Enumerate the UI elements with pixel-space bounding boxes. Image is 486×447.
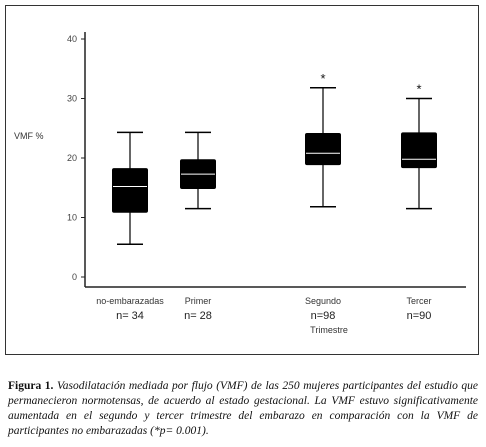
significance-marker: *	[320, 71, 325, 86]
y-tick-label: 20	[67, 153, 77, 163]
box-layer: no-embarazadas n= 34 Primer n= 28 * Segundo n=…	[96, 71, 437, 322]
caption-text: Vasodilatación mediada por flujo (VMF) d…	[8, 380, 478, 437]
y-tick-label: 10	[67, 213, 77, 223]
significance-marker: *	[416, 82, 421, 97]
n-label: n= 34	[116, 310, 144, 322]
n-label: n=98	[311, 310, 336, 322]
box-group: no-embarazadas n= 34	[96, 131, 164, 322]
y-tick-label: 0	[72, 272, 77, 282]
category-label: Segundo	[305, 296, 341, 306]
box-group: * Tercer n=90	[401, 82, 437, 322]
category-label: no-embarazadas	[96, 296, 164, 306]
iqr-box	[305, 133, 341, 166]
n-label: n= 28	[184, 310, 212, 322]
figure-caption: Figura 1. Vasodilatación mediada por flu…	[8, 379, 478, 439]
caption-label: Figura 1.	[8, 380, 54, 392]
box-group: Primer n= 28	[180, 131, 216, 322]
y-axis-label: VMF %	[14, 131, 44, 141]
n-label: n=90	[407, 310, 432, 322]
figure-frame: 0 10 20 30 40 no-embarazadas n= 34 Primer n= 28…	[5, 5, 479, 355]
box-group: * Segundo n=98	[305, 71, 341, 322]
iqr-box	[112, 168, 148, 213]
y-tick-label: 40	[67, 34, 77, 44]
category-label: Tercer	[406, 296, 431, 306]
category-label: Primer	[185, 296, 212, 306]
x-axis-label: Trimestre	[310, 325, 348, 335]
y-tick-label: 30	[67, 94, 77, 104]
axis-layer: 0 10 20 30 40	[67, 32, 466, 288]
iqr-box	[401, 132, 437, 169]
boxplot-chart: 0 10 20 30 40 no-embarazadas n= 34 Primer n= 28…	[14, 32, 466, 335]
